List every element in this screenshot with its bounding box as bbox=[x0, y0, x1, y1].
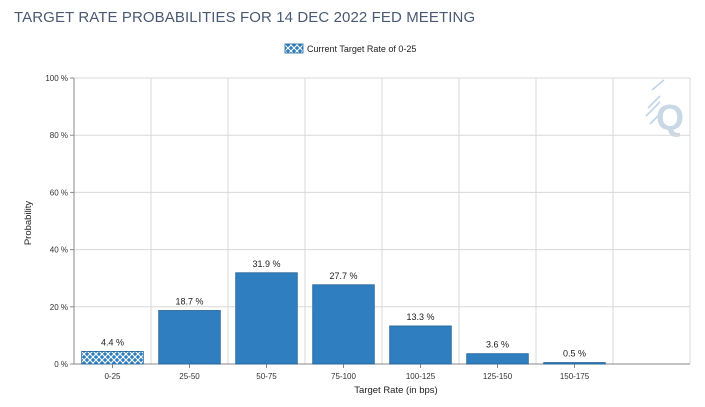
x-tick-label: 75-100 bbox=[331, 372, 356, 381]
bar-150-175 bbox=[543, 362, 606, 365]
legend-swatch bbox=[284, 43, 304, 54]
y-tick-label: 40 % bbox=[50, 246, 68, 255]
y-tick-label: 20 % bbox=[50, 303, 68, 312]
y-tick-label: 80 % bbox=[50, 131, 68, 140]
bars bbox=[81, 272, 606, 365]
data-label: 3.6 % bbox=[486, 340, 509, 350]
y-tick-label: 60 % bbox=[50, 188, 68, 197]
data-label: 31.9 % bbox=[252, 259, 280, 269]
x-tick-label: 0-25 bbox=[104, 372, 121, 381]
bar-50-75 bbox=[235, 272, 298, 365]
data-label: 4.4 % bbox=[101, 337, 124, 347]
legend: Current Target Rate of 0-25 bbox=[284, 43, 416, 54]
x-tick-label: 150-175 bbox=[560, 372, 590, 381]
labels: 0 % 20 % 40 % 60 % 80 % 100 % 4.4 % 0-25 18.7 % 2… bbox=[23, 74, 590, 396]
y-axis-title: Probability bbox=[23, 201, 34, 246]
chart-title: TARGET RATE PROBABILITIES FOR 14 DEC 202… bbox=[14, 9, 476, 26]
data-label: 0.5 % bbox=[563, 349, 586, 359]
logo-watermark: Q bbox=[645, 79, 684, 138]
y-tick-label: 100 % bbox=[45, 74, 68, 83]
bar-100-125 bbox=[389, 325, 452, 365]
bar-75-100 bbox=[312, 284, 375, 365]
x-tick-label: 125-150 bbox=[483, 372, 513, 381]
x-tick-label: 25-50 bbox=[179, 372, 200, 381]
logo-q: Q bbox=[656, 97, 684, 138]
y-tick-label: 0 % bbox=[54, 360, 68, 369]
x-axis-title: Target Rate (in bps) bbox=[354, 385, 437, 396]
x-tick-label: 50-75 bbox=[256, 372, 277, 381]
bar-25-50 bbox=[158, 310, 221, 365]
bar-0-25 bbox=[81, 351, 144, 365]
bar-125-150 bbox=[466, 353, 529, 365]
data-label: 13.3 % bbox=[406, 312, 434, 322]
data-label: 27.7 % bbox=[329, 271, 357, 281]
x-tick-label: 100-125 bbox=[406, 372, 436, 381]
data-label: 18.7 % bbox=[175, 297, 203, 307]
legend-label: Current Target Rate of 0-25 bbox=[307, 44, 416, 54]
